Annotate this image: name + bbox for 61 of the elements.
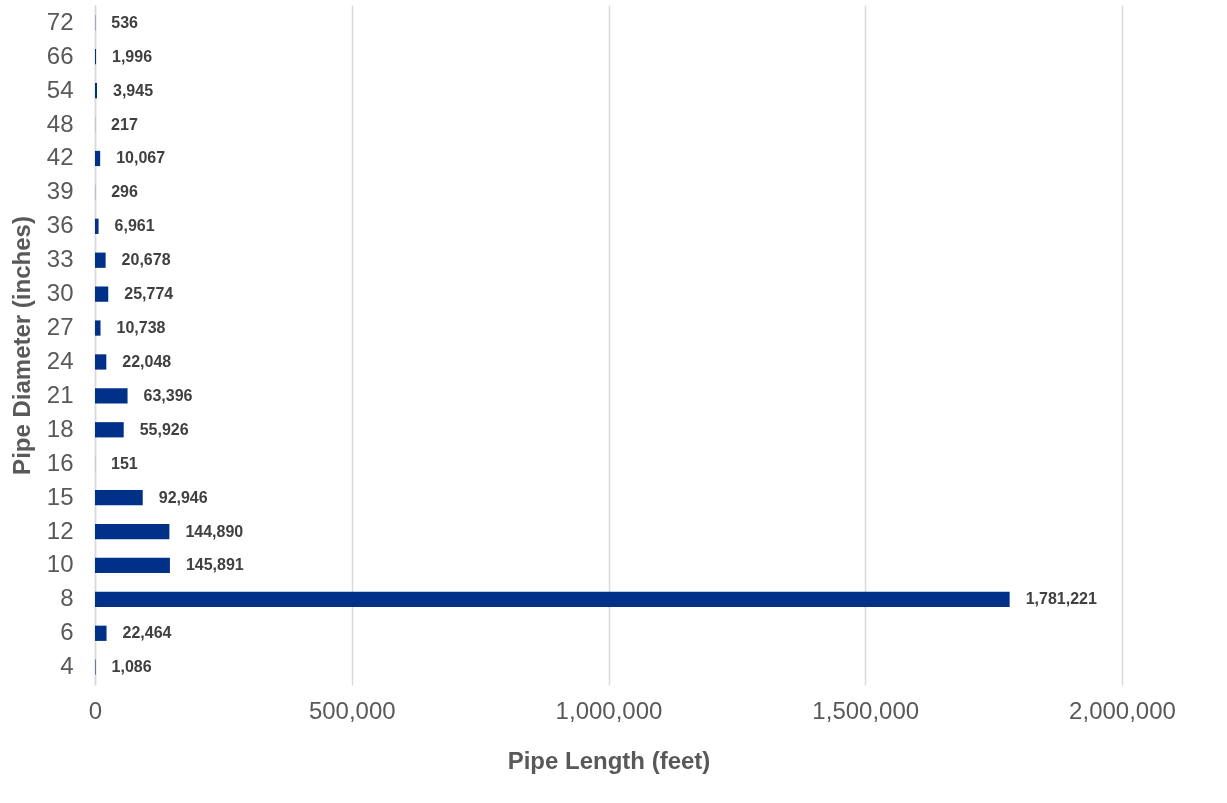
- y-tick-label: 27: [46, 313, 74, 341]
- y-tick-label: 48: [46, 109, 74, 137]
- data-label: 25,774: [124, 285, 174, 303]
- data-label: 22,048: [122, 352, 172, 370]
- data-label: 92,946: [158, 488, 208, 506]
- bar: [95, 523, 170, 540]
- bar: [95, 625, 107, 641]
- data-label: 20,678: [121, 251, 171, 269]
- x-axis-title: Pipe Length (feet): [507, 746, 711, 774]
- x-tick-label: 2,000,000: [1069, 696, 1176, 724]
- y-tick-label: 72: [46, 7, 74, 35]
- y-tick-label: 54: [46, 75, 74, 103]
- y-tick-label: 12: [46, 516, 74, 544]
- bar: [95, 557, 170, 574]
- y-tick-label: 30: [46, 279, 74, 307]
- y-axis-title: Pipe Diameter (inches): [7, 216, 35, 475]
- x-tick-label: 0: [88, 696, 103, 724]
- bar: [95, 320, 101, 336]
- data-label: 10,738: [116, 319, 166, 337]
- bar: [95, 591, 1010, 607]
- bar: [95, 286, 109, 302]
- y-tick-label: 8: [60, 584, 74, 612]
- data-label: 144,890: [185, 522, 244, 540]
- data-label: 145,891: [185, 556, 244, 574]
- y-tick-label: 6: [60, 618, 74, 646]
- y-tick-label: 42: [46, 143, 74, 171]
- bar: [95, 83, 98, 99]
- data-label: 10,067: [116, 149, 166, 167]
- bar: [95, 150, 101, 167]
- x-tick-label: 1,000,000: [555, 696, 663, 724]
- y-tick-label: 66: [46, 41, 74, 69]
- bar: [95, 489, 143, 506]
- x-tick-label: 500,000: [308, 696, 396, 724]
- bar: [95, 388, 128, 404]
- y-tick-label: 10: [46, 550, 74, 578]
- data-label: 3,945: [113, 81, 154, 99]
- y-tick-label: 39: [46, 177, 74, 205]
- data-label: 151: [111, 454, 138, 472]
- bar: [95, 354, 107, 370]
- data-label: 1,996: [112, 47, 153, 65]
- data-label: 536: [111, 13, 139, 31]
- y-tick-label: 15: [46, 482, 74, 510]
- y-tick-label: 16: [46, 448, 74, 476]
- bar: [95, 218, 99, 234]
- y-tick-label: 18: [46, 414, 74, 442]
- y-tick-label: 21: [46, 380, 74, 408]
- y-tick-label: 36: [46, 211, 74, 239]
- data-label: 63,396: [143, 386, 193, 404]
- bar: [95, 252, 106, 268]
- data-label: 55,926: [139, 420, 189, 438]
- data-label: 22,464: [122, 624, 172, 642]
- data-label: 1,086: [111, 658, 152, 676]
- y-tick-label: 4: [60, 652, 74, 680]
- data-label: 6,961: [114, 217, 155, 235]
- x-tick-label: 1,500,000: [812, 696, 920, 724]
- bar: [95, 422, 124, 438]
- y-tick-label: 24: [46, 346, 74, 374]
- data-label: 296: [111, 183, 138, 201]
- data-label: 1,781,221: [1025, 590, 1097, 608]
- data-label: 217: [111, 115, 138, 133]
- y-tick-label: 33: [46, 245, 74, 273]
